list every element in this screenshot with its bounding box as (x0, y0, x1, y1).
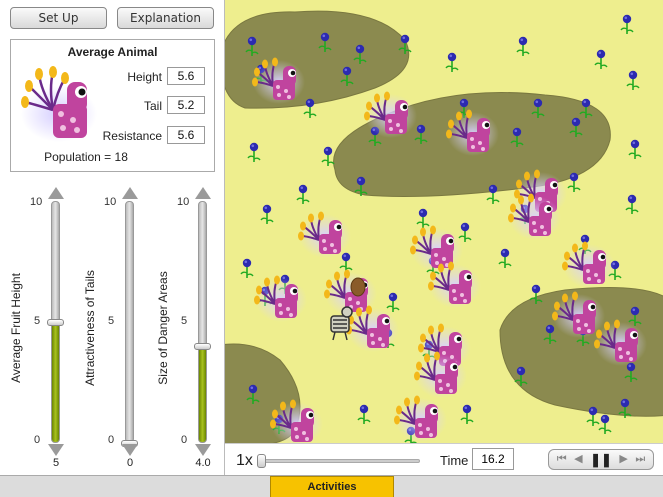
left-panel: Set Up Explanation Average Animal (0, 0, 225, 475)
slider-track[interactable] (198, 201, 207, 443)
slider-min-tick: 0 (181, 434, 188, 446)
pause-icon[interactable]: ❚❚ (590, 452, 612, 467)
increase-arrow-icon[interactable] (48, 187, 64, 199)
slider-min-tick: 0 (108, 434, 115, 446)
slider-value: 5 (52, 457, 60, 469)
slider-mid-tick: 5 (181, 315, 188, 327)
slider-value: 4.0 (195, 457, 211, 469)
skip-to-end-icon[interactable]: ⏭ (635, 453, 646, 465)
slider-track[interactable] (125, 201, 134, 443)
slider-value: 0 (126, 457, 134, 469)
fruit-height-slider[interactable]: Average Fruit Height 10 5 0 5 (6, 185, 66, 470)
fruit-height-label: Average Fruit Height (9, 273, 23, 383)
skeleton-icon (330, 306, 353, 341)
height-label: Height (127, 70, 162, 84)
height-value: 5.6 (167, 67, 205, 85)
decrease-arrow-icon[interactable] (122, 444, 138, 456)
slider-max-tick: 10 (177, 196, 190, 208)
playback-controls: 1x Time 16.2 ⏮ ◀ ❚❚ ▶ ⏭ (225, 443, 663, 475)
slider-min-tick: 0 (34, 434, 41, 446)
explanation-button[interactable]: Explanation (117, 7, 214, 29)
slider-thumb[interactable] (47, 319, 64, 326)
slider-fill (199, 346, 206, 442)
speed-slider-track[interactable] (260, 459, 420, 463)
speed-label: 1x (236, 452, 253, 469)
simulation-field[interactable] (225, 0, 663, 443)
slider-thumb[interactable] (194, 343, 211, 351)
increase-arrow-icon[interactable] (195, 187, 211, 199)
increase-arrow-icon[interactable] (122, 187, 138, 199)
decrease-arrow-icon[interactable] (48, 444, 64, 456)
setup-button[interactable]: Set Up (10, 7, 107, 29)
danger-area-size-label: Size of Danger Areas (156, 271, 170, 385)
slider-fill (52, 322, 59, 442)
danger-area-size-slider[interactable]: Size of Danger Areas 10 5 0 4.0 (153, 185, 213, 470)
average-animal-title: Average Animal (67, 45, 158, 59)
step-forward-icon[interactable]: ▶ (619, 453, 628, 465)
playback-button-group: ⏮ ◀ ❚❚ ▶ ⏭ (548, 449, 654, 470)
slider-mid-tick: 5 (34, 315, 41, 327)
resistance-value: 5.6 (167, 126, 205, 144)
tail-attractiveness-slider[interactable]: Attractiveness of Tails 10 5 0 0 (80, 185, 140, 470)
slider-mid-tick: 5 (108, 315, 115, 327)
slider-max-tick: 10 (104, 196, 117, 208)
time-label: Time (440, 453, 469, 468)
speed-slider-thumb[interactable] (257, 454, 266, 468)
average-animal-icon (21, 66, 97, 142)
egg-icon (350, 277, 366, 297)
average-animal-panel: Average Animal (10, 39, 215, 172)
activities-button[interactable]: Activities (270, 476, 394, 497)
resistance-label: Resistance (102, 129, 162, 143)
tail-label: Tail (143, 99, 162, 113)
bottom-bar: Activities (0, 475, 663, 497)
time-value: 16.2 (472, 448, 514, 470)
decrease-arrow-icon[interactable] (195, 444, 211, 456)
tail-attractiveness-label: Attractiveness of Tails (83, 270, 97, 386)
slider-max-tick: 10 (30, 196, 43, 208)
step-back-icon[interactable]: ◀ (574, 453, 583, 465)
tail-value: 5.2 (167, 96, 205, 114)
skip-to-start-icon[interactable]: ⏮ (556, 453, 567, 465)
population-count: Population = 18 (44, 150, 128, 164)
